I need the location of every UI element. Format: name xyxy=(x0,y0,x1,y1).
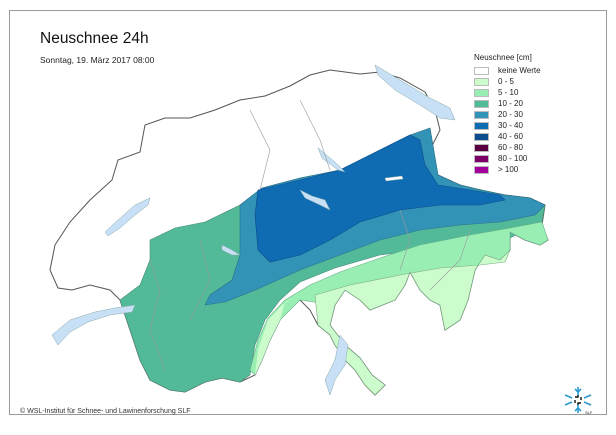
legend-item: 0 - 5 xyxy=(474,76,541,87)
legend-swatch xyxy=(474,77,489,86)
canton-borders xyxy=(149,99,471,371)
zone-0-5 xyxy=(314,249,511,396)
map-legend: Neuschnee [cm] keine Werte 0 - 5 5 - 10 … xyxy=(474,53,541,175)
lake-neuchatel xyxy=(104,197,151,237)
legend-label: 30 - 40 xyxy=(498,121,523,130)
legend-swatch xyxy=(474,110,489,119)
legend-item: 60 - 80 xyxy=(474,142,541,153)
map-date: Sonntag, 19. März 2017 08:00 xyxy=(40,55,155,65)
legend-label: 60 - 80 xyxy=(498,143,523,152)
legend-label: 40 - 60 xyxy=(498,132,523,141)
legend-swatch xyxy=(474,132,489,141)
map-title: Neuschnee 24h xyxy=(40,30,149,47)
legend-swatch xyxy=(474,88,489,97)
lake-thun xyxy=(221,244,241,256)
zone-0-5-west xyxy=(255,300,290,375)
legend-swatch xyxy=(474,121,489,130)
legend-swatch xyxy=(474,99,489,108)
legend-item: > 100 xyxy=(474,164,541,175)
legend-item: 10 - 20 xyxy=(474,98,541,109)
legend-label: > 100 xyxy=(498,165,519,174)
legend-label: 5 - 10 xyxy=(498,88,519,97)
lake-geneva xyxy=(51,304,136,346)
legend-label: keine Werte xyxy=(498,66,541,75)
slf-snowflake-logo-icon: SLF xyxy=(564,387,593,415)
legend-swatch xyxy=(474,165,489,174)
legend-item: 5 - 10 xyxy=(474,87,541,98)
legend-title: Neuschnee [cm] xyxy=(474,53,532,62)
svg-text:SLF: SLF xyxy=(585,410,593,415)
lake-maggiore xyxy=(324,334,349,396)
legend-label: 20 - 30 xyxy=(498,110,523,119)
map-frame xyxy=(9,10,607,415)
legend-swatch xyxy=(474,66,489,75)
legend-label: 10 - 20 xyxy=(498,99,523,108)
legend-item: 80 - 100 xyxy=(474,153,541,164)
lake-lucerne xyxy=(299,189,331,211)
lake-constance xyxy=(374,64,456,121)
zone-30-40 xyxy=(254,134,506,263)
legend-item: 20 - 30 xyxy=(474,109,541,120)
legend-label: 0 - 5 xyxy=(498,77,515,86)
lake-walensee xyxy=(384,175,404,182)
legend-item: keine Werte xyxy=(474,65,541,76)
legend-item: 40 - 60 xyxy=(474,131,541,142)
copyright-credit: © WSL-Institut für Schnee- und Lawinenfo… xyxy=(20,408,191,415)
legend-item: 30 - 40 xyxy=(474,120,541,131)
legend-swatch xyxy=(474,143,489,152)
legend-label: 80 - 100 xyxy=(498,154,528,163)
legend-swatch xyxy=(474,154,489,163)
